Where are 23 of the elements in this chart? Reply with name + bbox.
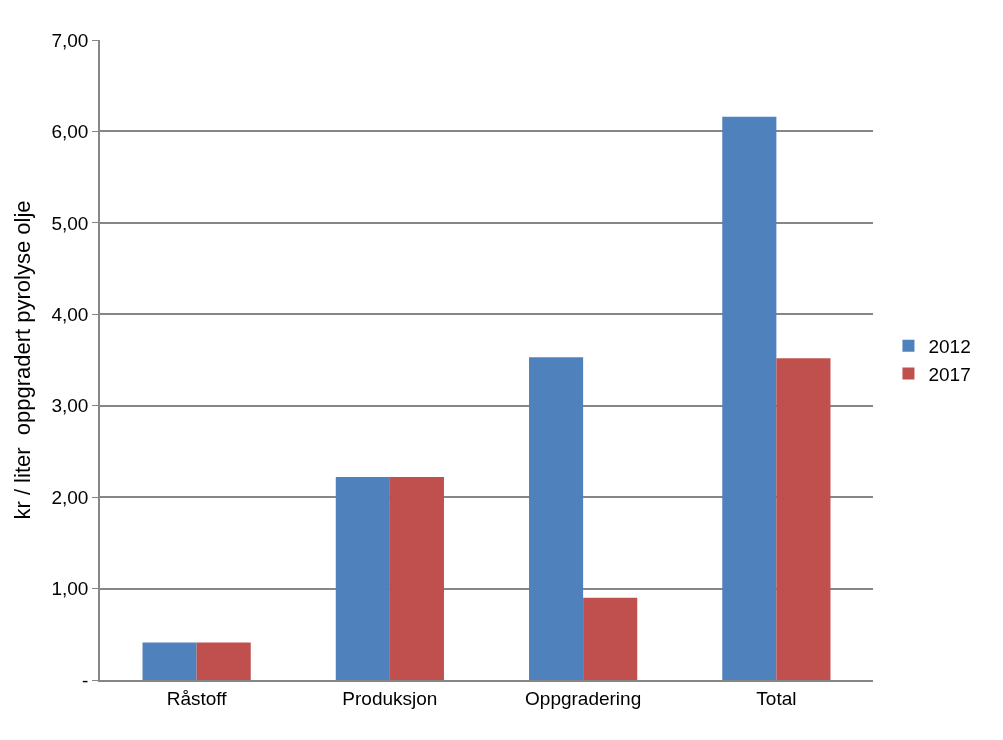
- bar: [389, 477, 444, 680]
- y-tick-label: 3,00: [51, 395, 89, 417]
- y-tick-label: 5,00: [51, 212, 89, 234]
- bar: [583, 597, 638, 680]
- bar: [722, 116, 777, 680]
- y-tick-label: 1,00: [51, 578, 89, 600]
- y-tick-label: 7,00: [51, 29, 89, 51]
- y-tick-label: 2,00: [51, 486, 89, 508]
- bar: [335, 477, 390, 680]
- x-tick-label: Råstoff: [166, 687, 228, 709]
- legend-label: 2017: [928, 363, 971, 385]
- y-tick-label: -: [82, 669, 89, 691]
- bar: [529, 357, 584, 680]
- y-axis-title: kr / liter oppgradert pyrolyse olje: [9, 200, 35, 520]
- x-tick-label: Total: [756, 687, 797, 709]
- legend-label: 2012: [928, 336, 971, 358]
- x-tick-label: Produksjon: [342, 687, 438, 709]
- bar: [196, 642, 251, 680]
- y-tick-label: 6,00: [51, 121, 89, 143]
- bar: [776, 358, 831, 680]
- y-tick-label: 4,00: [51, 303, 89, 325]
- bar: [142, 642, 197, 680]
- x-tick-label: Oppgradering: [525, 687, 642, 709]
